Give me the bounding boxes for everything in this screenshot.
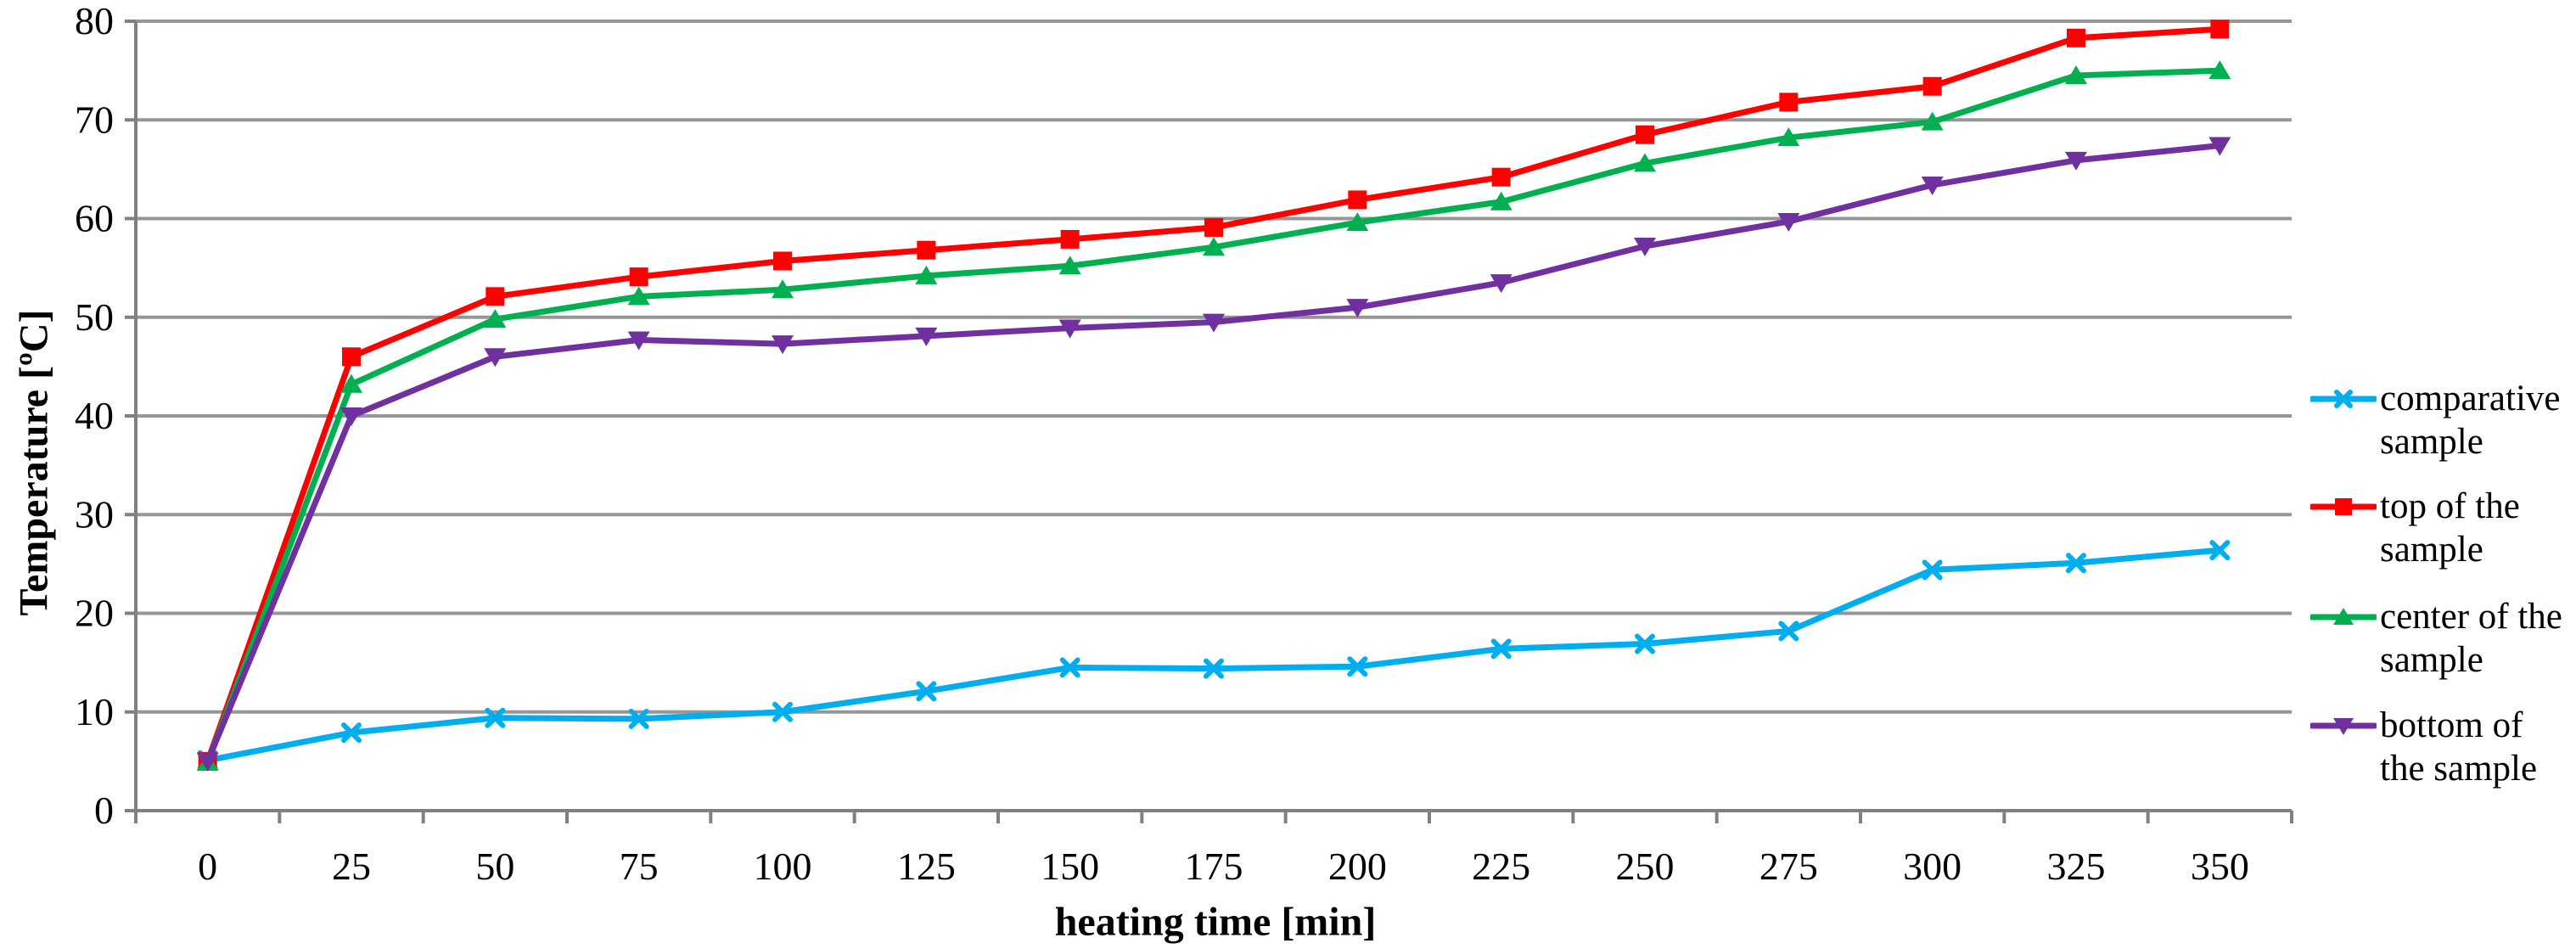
- series-bottom-of-the-sample: [196, 137, 2231, 772]
- x-axis-title: heating time [min]: [1054, 899, 1377, 945]
- x-tick-label: 175: [1185, 845, 1243, 888]
- y-tick-label: 40: [75, 394, 114, 437]
- x-tick-label: 350: [2191, 845, 2249, 888]
- y-tick-label: 20: [75, 592, 114, 635]
- x-tick-label: 300: [1903, 845, 1961, 888]
- y-tick-label: 0: [94, 789, 114, 832]
- y-tick-label: 10: [75, 690, 114, 733]
- x-tick-label: 275: [1759, 845, 1818, 888]
- x-tick-label: 225: [1472, 845, 1530, 888]
- y-tick-label: 80: [75, 0, 114, 42]
- x-tick-label: 75: [620, 845, 659, 888]
- gridlines: [136, 20, 2292, 714]
- y-axis-ticks: 0 10 20 30 40 50 60 70 80: [75, 0, 136, 832]
- x-tick-label: 125: [897, 845, 956, 888]
- y-tick-label: 60: [75, 197, 114, 240]
- x-tick-label: 0: [198, 845, 217, 888]
- series-comparative-sample: [197, 540, 2231, 771]
- x-tick-label: 325: [2047, 845, 2106, 888]
- y-tick-label: 30: [75, 492, 114, 536]
- x-tick-label: 25: [332, 845, 371, 888]
- x-axis-ticks: 0 25 50 75 100 125 150 175 200 225 250 275 300 325 350: [134, 811, 2293, 888]
- x-tick-label: 150: [1041, 845, 1099, 888]
- x-tick-label: 50: [475, 845, 514, 888]
- y-tick-label: 70: [75, 98, 114, 141]
- series-center-of-the-sample: [196, 60, 2231, 772]
- x-tick-label: 250: [1616, 845, 1675, 888]
- x-tick-label: 200: [1328, 845, 1387, 888]
- x-tick-label: 100: [754, 845, 812, 888]
- y-tick-label: 50: [75, 295, 114, 339]
- series-top-of-the-sample: [198, 20, 2230, 771]
- y-axis-title: Temperature [ºC]: [11, 309, 57, 616]
